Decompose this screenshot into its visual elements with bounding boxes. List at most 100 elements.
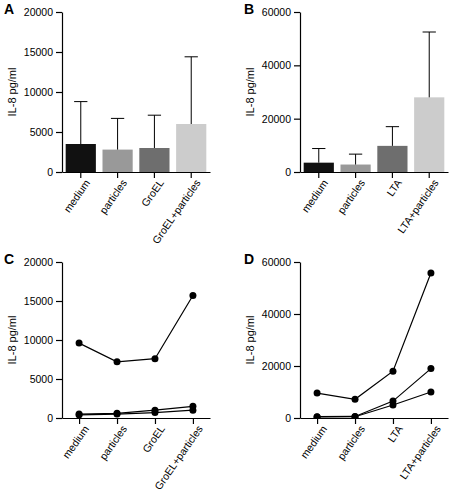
panel: 05000100001500020000mediumparticlesGroEL… bbox=[6, 6, 211, 246]
tick: 15000 bbox=[24, 46, 62, 58]
tick-label: particles bbox=[335, 423, 367, 462]
plot-area bbox=[304, 32, 445, 172]
x-axis: mediumparticlesGroELGroEL+particles bbox=[60, 418, 211, 492]
tick-label: particles bbox=[335, 177, 367, 216]
tick: medium bbox=[60, 418, 91, 461]
tick-mark bbox=[294, 65, 300, 66]
y-axis: 05000100001500020000 bbox=[24, 6, 63, 178]
tick: medium bbox=[61, 172, 92, 215]
marker bbox=[76, 411, 83, 418]
tick-label: 10000 bbox=[24, 86, 53, 98]
error-cap bbox=[74, 101, 87, 102]
bar bbox=[102, 150, 132, 172]
tick-label: 5000 bbox=[30, 373, 54, 385]
panel: 0 20000 40000 60000 mediumparticlesLTALTA+pa… bbox=[244, 256, 449, 482]
y-axis: 0200004000060000 bbox=[262, 6, 301, 178]
tick: GroEL+particles bbox=[150, 172, 203, 246]
tick: 5000 bbox=[30, 126, 62, 138]
y-axis: 0 5000 10000 15000 20000 bbox=[24, 256, 63, 424]
tick-label: particles bbox=[97, 177, 129, 216]
marker bbox=[114, 411, 121, 418]
axis-line bbox=[300, 263, 301, 419]
marker bbox=[352, 396, 359, 403]
tick-mark bbox=[294, 366, 300, 367]
tick-label: medium bbox=[60, 423, 91, 461]
panel: 0200004000060000mediumparticlesLTALTA+pa… bbox=[244, 6, 449, 236]
tick-label: 60000 bbox=[262, 256, 291, 268]
marker bbox=[151, 409, 158, 416]
tick: particles bbox=[335, 418, 367, 462]
tick-label: 0 bbox=[285, 412, 291, 424]
error-bar bbox=[386, 127, 399, 146]
bar bbox=[340, 165, 370, 172]
axis-line bbox=[300, 13, 301, 173]
marker bbox=[427, 269, 434, 276]
error-cap bbox=[111, 118, 124, 119]
tick: 20000 bbox=[262, 360, 300, 372]
tick-label: 10000 bbox=[24, 334, 53, 346]
tick-label: medium bbox=[299, 177, 330, 215]
error-stem bbox=[80, 102, 81, 144]
tick-mark bbox=[294, 172, 300, 173]
error-cap bbox=[312, 148, 325, 149]
tick: particles bbox=[335, 172, 367, 216]
error-stem bbox=[154, 115, 155, 148]
marker bbox=[314, 413, 321, 418]
tick-label: GroEL bbox=[139, 177, 166, 209]
tick-mark bbox=[56, 301, 62, 302]
tick-label: 0 bbox=[285, 166, 291, 178]
tick: 5000 bbox=[30, 373, 62, 385]
axis-line bbox=[301, 418, 449, 419]
tick-label: 5000 bbox=[30, 126, 54, 138]
error-bar bbox=[349, 154, 362, 164]
x-axis: mediumparticlesLTALTA+particles bbox=[298, 418, 449, 481]
axis-title: IL-8 pg/ml bbox=[244, 316, 256, 365]
tick: 40000 bbox=[262, 59, 300, 71]
marker bbox=[427, 365, 434, 372]
error-stem bbox=[318, 149, 319, 163]
panel-label: D bbox=[244, 251, 254, 267]
tick-label: 20000 bbox=[262, 360, 291, 372]
tick-label: 15000 bbox=[24, 295, 53, 307]
tick-label: 15000 bbox=[24, 46, 53, 58]
marker bbox=[389, 368, 396, 375]
marker bbox=[314, 390, 321, 397]
marker bbox=[76, 340, 83, 347]
error-bar bbox=[312, 149, 325, 163]
tick-mark bbox=[294, 314, 300, 315]
error-bar bbox=[185, 57, 198, 124]
tick-mark bbox=[294, 12, 300, 13]
error-bar bbox=[111, 118, 124, 149]
tick-label: medium bbox=[298, 423, 329, 461]
marker bbox=[314, 413, 321, 418]
tick-mark bbox=[294, 418, 300, 419]
tick-label: 0 bbox=[47, 412, 53, 424]
tick-label: LTA+particles bbox=[395, 177, 441, 235]
tick: 20000 bbox=[262, 113, 300, 125]
bar bbox=[176, 124, 206, 172]
x-axis: mediumparticles GroELGroEL+particles bbox=[61, 172, 210, 246]
marker bbox=[151, 355, 158, 362]
line bbox=[79, 406, 193, 414]
bar bbox=[377, 146, 407, 172]
panel-label: B bbox=[244, 1, 254, 17]
tick: GroEL bbox=[139, 172, 166, 209]
tick: LTA+particles bbox=[395, 172, 441, 235]
tick-mark bbox=[294, 119, 300, 120]
error-stem bbox=[429, 32, 430, 97]
tick-mark bbox=[294, 262, 300, 263]
tick-label: GroEL+particles bbox=[150, 177, 203, 246]
tick-mark bbox=[56, 172, 62, 173]
line bbox=[79, 296, 193, 362]
marker bbox=[189, 407, 196, 414]
tick: 20000 bbox=[24, 256, 62, 268]
tick-mark bbox=[56, 262, 62, 263]
error-cap bbox=[386, 126, 399, 127]
tick: particles bbox=[97, 418, 129, 462]
panel: 0 5000 10000 15000 20000 mediumparticlesGroEL… bbox=[6, 256, 211, 492]
axis-title: IL-8 pg/ml bbox=[6, 316, 18, 365]
tick: 40000 bbox=[262, 308, 300, 320]
tick: 0 bbox=[285, 166, 300, 178]
marker bbox=[189, 292, 196, 299]
error-bar bbox=[148, 115, 161, 148]
